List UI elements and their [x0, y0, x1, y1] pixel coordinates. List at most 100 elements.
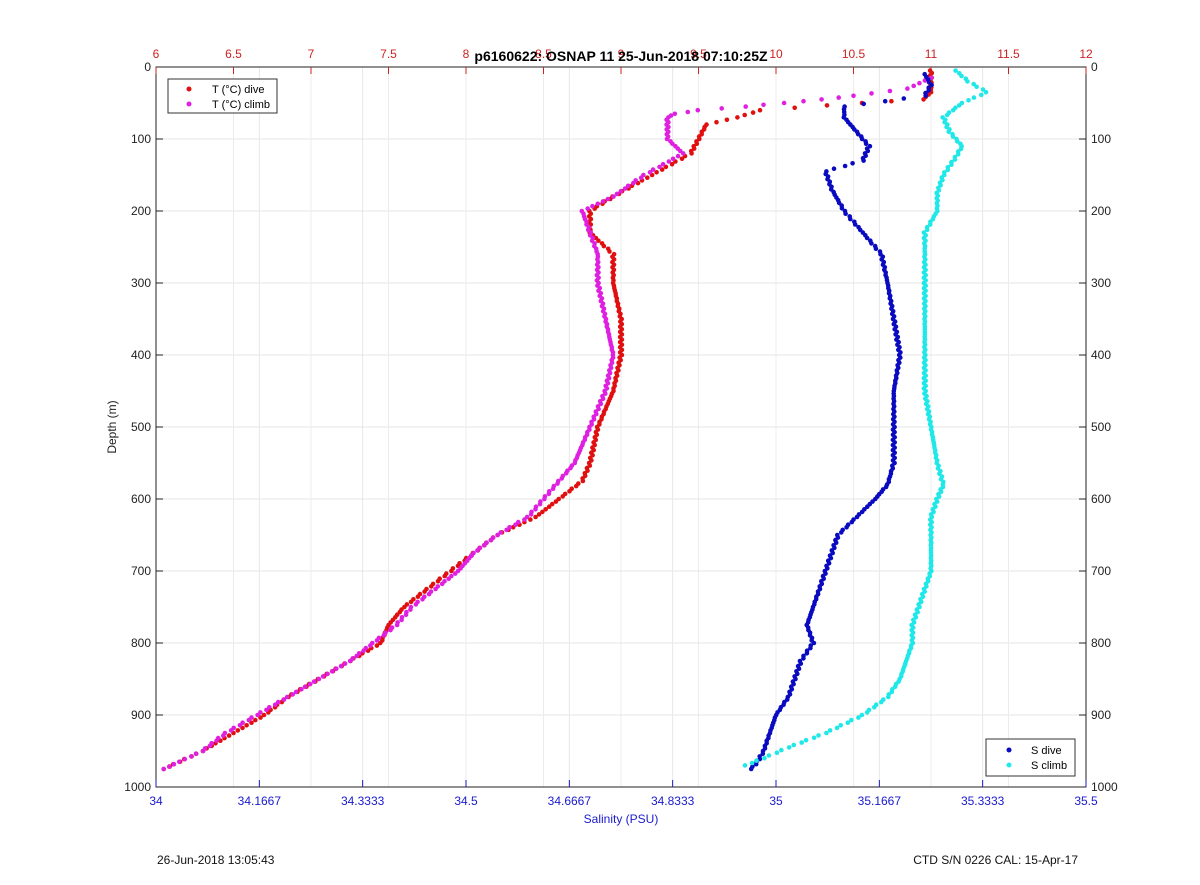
data-point — [851, 93, 856, 99]
data-point — [786, 745, 792, 750]
series-s-climb — [742, 68, 989, 768]
data-point — [378, 640, 383, 646]
data-point — [836, 95, 841, 100]
data-point — [694, 141, 700, 147]
data-point — [299, 687, 304, 692]
data-point — [605, 196, 611, 202]
data-point — [859, 136, 865, 142]
data-point — [679, 156, 685, 162]
x-top-tick-label: 12 — [1079, 47, 1093, 61]
legend-t-climb-label: T (°C) climb — [212, 99, 270, 111]
y-tick-label-right: 0 — [1091, 60, 1098, 74]
x-top-tick-label: 6 — [153, 47, 160, 61]
data-point — [625, 183, 631, 189]
y-tick-label-left: 900 — [131, 708, 151, 722]
data-point — [347, 658, 353, 664]
data-point — [872, 705, 877, 710]
y-tick-label-right: 700 — [1091, 564, 1111, 578]
y-tick-label-left: 200 — [131, 204, 151, 218]
data-point — [791, 742, 797, 748]
data-point — [403, 612, 409, 617]
data-point — [757, 107, 763, 113]
legend-t-dive-label: T (°C) dive — [212, 84, 264, 96]
data-point — [368, 643, 373, 648]
data-point — [959, 73, 964, 79]
data-point — [819, 97, 824, 102]
data-point — [560, 494, 565, 499]
data-point — [585, 206, 590, 211]
data-point — [980, 87, 986, 92]
x-top-tick-label: 10.5 — [842, 47, 866, 61]
data-point — [546, 504, 552, 510]
data-point — [971, 81, 976, 87]
x-bottom-tick-label: 34.1667 — [238, 794, 282, 808]
data-point — [394, 622, 400, 628]
data-point — [983, 89, 989, 95]
data-point — [861, 158, 866, 163]
data-point — [415, 594, 421, 599]
data-point — [573, 483, 579, 489]
data-point — [762, 755, 767, 761]
data-point — [171, 761, 177, 767]
y-tick-label-left: 500 — [131, 420, 151, 434]
x-top-tick-label: 10 — [769, 47, 783, 61]
data-point — [869, 241, 874, 246]
data-point — [742, 763, 748, 768]
data-point — [590, 203, 595, 209]
data-point — [307, 681, 313, 687]
data-point — [735, 115, 740, 120]
data-point — [921, 97, 926, 102]
data-point — [743, 104, 748, 109]
data-point — [261, 712, 267, 718]
data-point — [724, 117, 730, 123]
data-point — [420, 597, 425, 602]
data-point — [917, 80, 922, 86]
y-tick-label-left: 800 — [131, 636, 151, 650]
data-point — [944, 112, 950, 118]
data-point — [689, 151, 694, 156]
legend-temperature-box — [167, 78, 278, 114]
axis-ticks: 0 0 100 100 200 200 300 300 400 400 500 500 600 600 70… — [124, 47, 1118, 808]
data-point — [879, 699, 884, 705]
data-point — [522, 517, 527, 522]
data-point — [911, 83, 916, 89]
data-point — [714, 119, 719, 125]
data-point — [320, 674, 326, 679]
legend-s-dive-label: S dive — [1031, 745, 1062, 757]
data-point — [533, 507, 538, 512]
x-bottom-tick-label: 35.1667 — [858, 794, 902, 808]
data-point — [650, 167, 656, 172]
data-point — [338, 663, 344, 669]
data-point — [449, 568, 454, 574]
data-point — [542, 496, 547, 502]
data-point — [600, 199, 606, 204]
data-point — [272, 702, 278, 707]
data-point — [873, 246, 879, 252]
y-tick-label-right: 400 — [1091, 348, 1111, 362]
data-point — [845, 720, 851, 725]
y-tick-label-right: 100 — [1091, 132, 1111, 146]
data-point — [563, 471, 569, 476]
data-point — [861, 101, 866, 107]
data-point — [543, 507, 548, 512]
x-bottom-tick-label: 35.3333 — [961, 794, 1005, 808]
y-tick-label-left: 100 — [131, 132, 151, 146]
data-point — [559, 476, 565, 481]
data-point — [882, 98, 888, 104]
data-point — [664, 136, 670, 142]
data-point — [824, 103, 830, 108]
data-point — [275, 699, 281, 705]
data-point — [666, 159, 672, 164]
data-point — [311, 679, 317, 684]
data-point — [859, 712, 865, 718]
data-point — [408, 599, 414, 605]
data-point — [901, 96, 907, 101]
data-point — [614, 191, 620, 197]
data-point — [422, 589, 427, 594]
data-point — [831, 166, 837, 171]
data-point — [596, 238, 601, 243]
data-point — [607, 249, 612, 254]
data-point — [549, 501, 555, 507]
data-point — [555, 481, 560, 486]
data-point — [631, 180, 636, 186]
